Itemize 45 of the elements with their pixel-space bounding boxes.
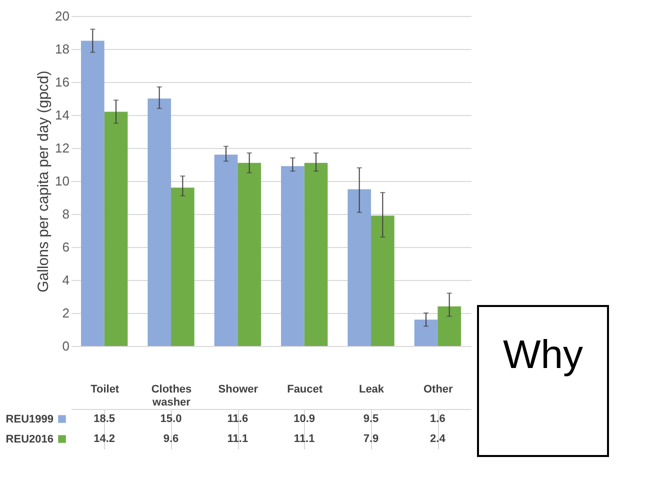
data-label: 18.5 (94, 413, 116, 425)
y-tick-label: 20 (55, 8, 70, 24)
y-tick-label: 4 (62, 272, 70, 288)
bar (214, 154, 238, 346)
bar (438, 306, 461, 346)
x-tick-label: Clothes washer (151, 384, 192, 408)
data-label: 9.6 (163, 433, 179, 445)
data-label: 11.6 (227, 413, 248, 425)
bar (414, 320, 438, 346)
data-label: 2.4 (430, 433, 446, 445)
bar (104, 112, 128, 346)
bar (238, 162, 261, 346)
x-tick-label: Faucet (287, 384, 323, 396)
bar (81, 40, 104, 346)
y-tick-label: 14 (55, 108, 70, 122)
data-label: 15.0 (160, 413, 182, 425)
text: Why (503, 333, 583, 377)
bar (171, 188, 194, 346)
bar (371, 216, 394, 346)
data-label: 10.9 (294, 413, 316, 425)
legend-label: REU2016 (6, 434, 54, 446)
legend-label: REU1999 (6, 414, 54, 426)
data-label: 14.2 (94, 433, 116, 445)
y-tick-label: 0 (62, 338, 70, 354)
bar (148, 98, 171, 346)
y-tick-label: 10 (55, 174, 70, 188)
y-tick-label: 2 (62, 306, 70, 320)
x-tick-label: Leak (358, 384, 385, 396)
data-label: 11.1 (227, 433, 248, 445)
y-axis-title: Gallons per capita per day (gpcd) (35, 70, 52, 292)
y-tick-label: 6 (62, 240, 70, 254)
data-label: 9.5 (363, 413, 379, 425)
y-tick-label: 12 (55, 140, 70, 156)
x-tick-label: Toilet (90, 384, 120, 396)
y-tick-label: 16 (55, 74, 70, 90)
bar (348, 189, 371, 346)
data-label: 11.1 (294, 433, 315, 445)
y-tick-label: 8 (62, 206, 70, 222)
data-label: 1.6 (430, 413, 446, 425)
x-tick-label: Shower (218, 384, 259, 396)
bar (281, 166, 304, 346)
x-tick-label: Other (423, 384, 454, 396)
data-label: 7.9 (363, 433, 379, 445)
bar (304, 162, 328, 346)
y-tick-label: 18 (55, 42, 70, 56)
